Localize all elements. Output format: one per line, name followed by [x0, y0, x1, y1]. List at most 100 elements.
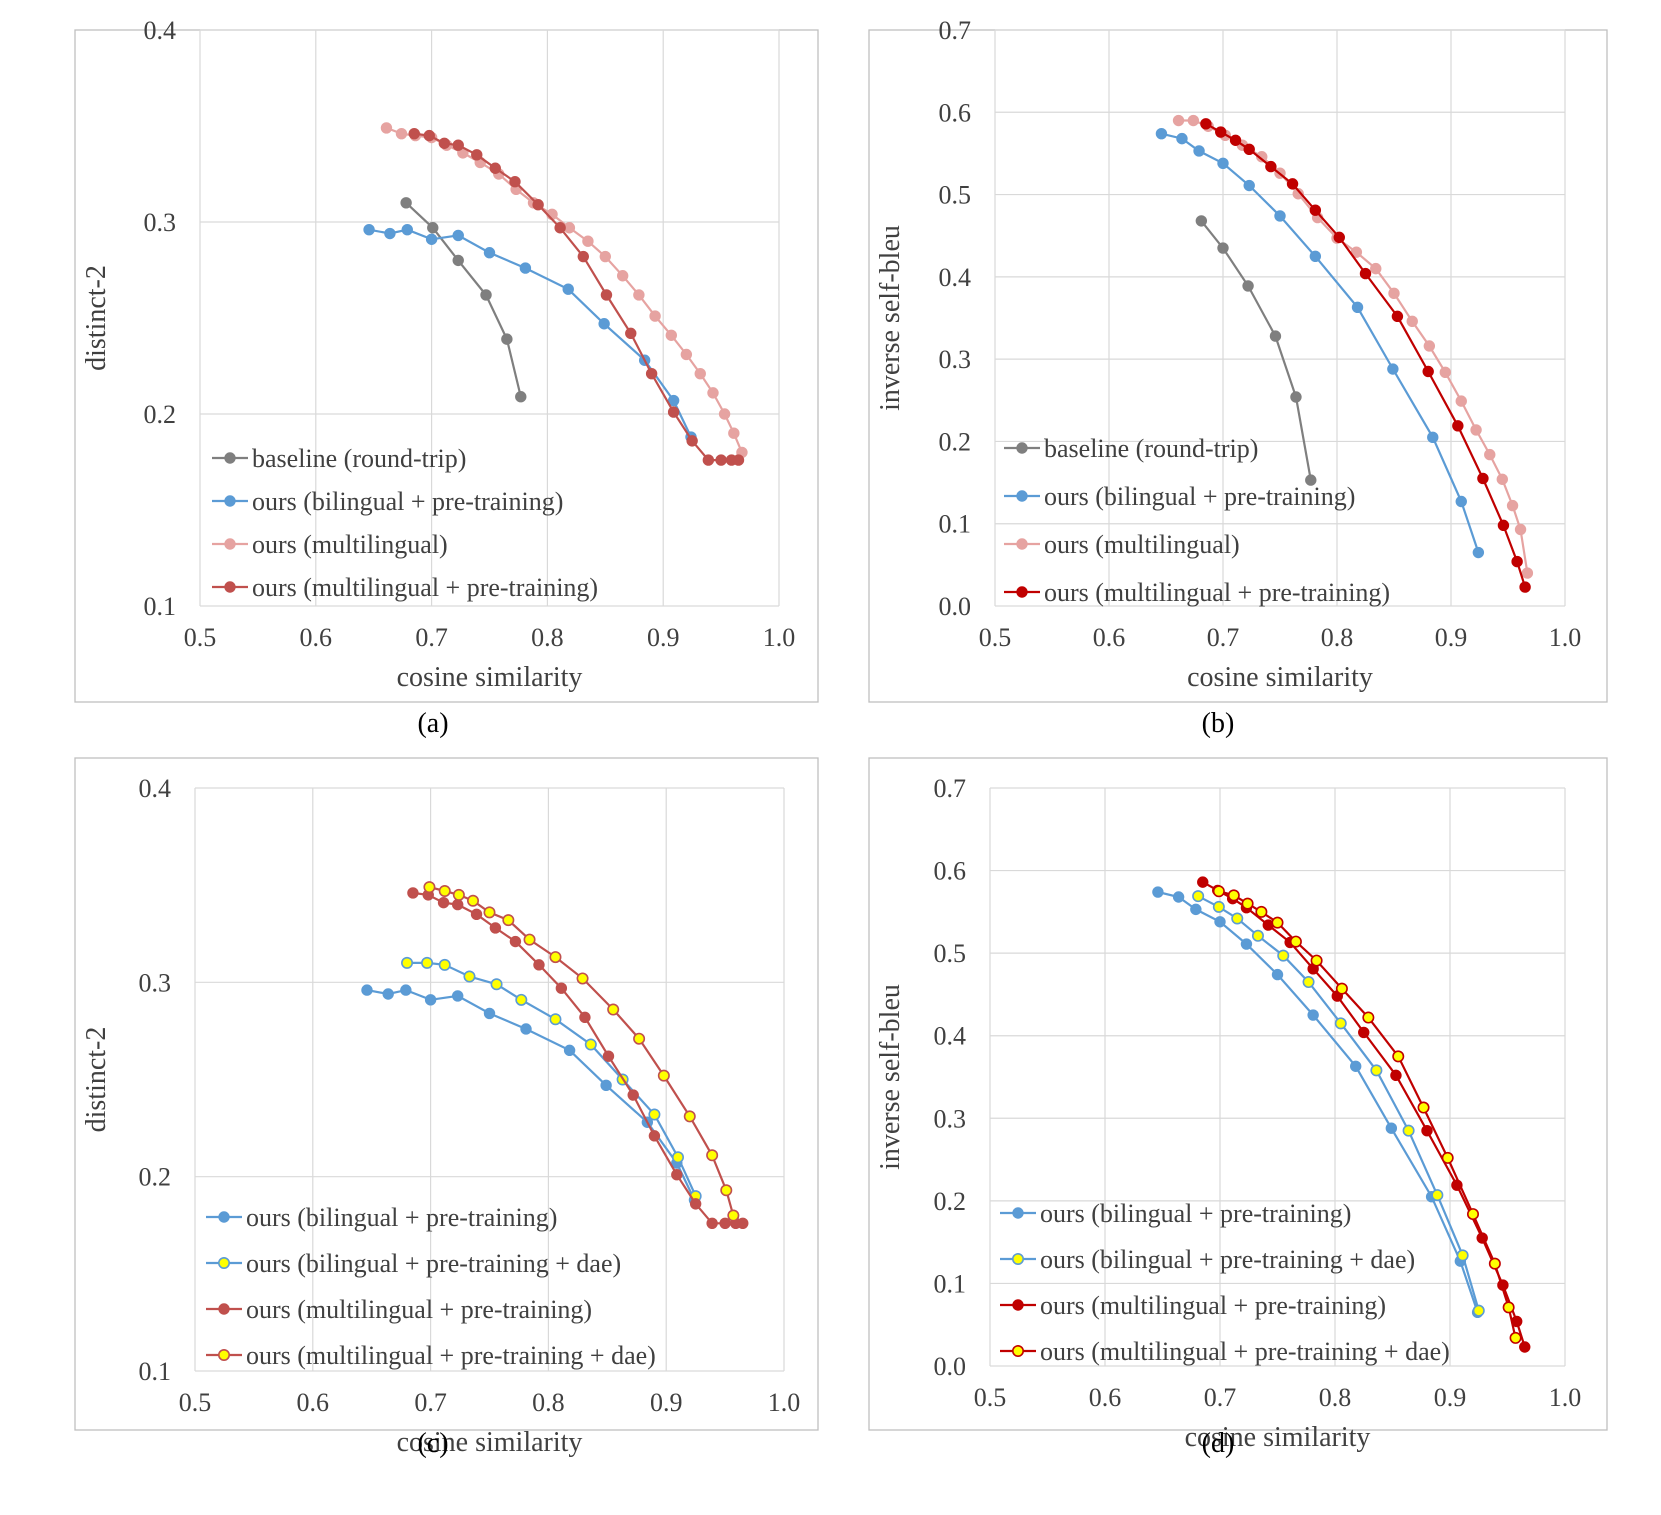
chart-frame [74, 757, 819, 1431]
data-point [489, 922, 502, 934]
x-axis-label: cosine similarity [397, 662, 583, 693]
series-line [1200, 220, 1312, 481]
data-point [694, 367, 706, 380]
data-point [1217, 242, 1229, 254]
data-point [1195, 215, 1208, 227]
y-tick-label: 0.4 [939, 263, 972, 292]
data-point [706, 1217, 718, 1230]
data-point [1391, 310, 1404, 323]
data-point [1370, 1064, 1383, 1077]
legend-swatch-marker [218, 1349, 231, 1362]
data-point [1350, 1060, 1362, 1072]
data-point [702, 454, 715, 466]
legend-swatch-marker [224, 452, 236, 464]
x-axis-label: cosine similarity [397, 1427, 583, 1458]
data-point [577, 250, 589, 263]
legend-label: baseline (round-trip) [252, 444, 466, 473]
data-point [1271, 916, 1284, 929]
data-point [451, 898, 464, 911]
data-point [600, 1079, 612, 1092]
data-point [1514, 523, 1527, 536]
data-point [1422, 365, 1434, 378]
legend-label: ours (bilingual + pre-training) [252, 487, 563, 516]
y-tick-label: 0.2 [139, 1163, 172, 1192]
data-point [532, 199, 544, 211]
data-point [1351, 301, 1364, 314]
legend-swatch-marker [1012, 1207, 1024, 1219]
y-tick-label: 0.3 [934, 1104, 967, 1133]
data-point [483, 1007, 496, 1020]
x-tick-label: 0.6 [1093, 623, 1126, 652]
chart-panel-b: 0.5 0.6 0.7 0.8 0.9 1.0 0.0 0.1 0.2 0.3 0.4 0.5 0.6 0… [868, 16, 1608, 739]
data-point [683, 1110, 696, 1123]
data-point [599, 250, 611, 263]
legend-swatch-marker [1011, 1253, 1024, 1266]
legend-swatch-marker [1016, 538, 1028, 550]
legend-label: ours (bilingual + pre-training) [1044, 482, 1355, 511]
y-tick-label: 0.3 [144, 208, 177, 237]
legend-swatch-marker [218, 1211, 230, 1223]
data-point [463, 970, 476, 983]
x-tick-label: 0.9 [1434, 1383, 1467, 1412]
chart-frame [868, 757, 1608, 1431]
data-point [1488, 1257, 1501, 1270]
data-point [1452, 420, 1464, 432]
data-point [1187, 114, 1200, 127]
data-point [509, 175, 521, 188]
data-point [582, 235, 594, 247]
data-point [519, 262, 532, 274]
legend-swatch-marker [1016, 442, 1028, 454]
data-point [1193, 145, 1205, 157]
data-point [1274, 210, 1286, 222]
data-point [625, 327, 637, 340]
legend-swatch-marker [1011, 1345, 1024, 1358]
data-point [401, 223, 413, 236]
data-point [1269, 330, 1282, 342]
data-point [648, 1108, 661, 1121]
data-point [689, 1198, 702, 1210]
data-point [1334, 1017, 1347, 1030]
data-point [1470, 424, 1482, 436]
data-point [401, 956, 414, 969]
data-point [515, 391, 527, 403]
data-point [579, 1011, 591, 1024]
data-point [1197, 876, 1209, 888]
y-tick-label: 0.1 [139, 1357, 172, 1386]
data-point [1406, 315, 1418, 327]
series-line [366, 988, 696, 1201]
series-1 [1195, 215, 1317, 486]
series-1 [361, 984, 701, 1206]
data-point [480, 289, 492, 301]
y-tick-label: 0.6 [934, 857, 967, 886]
y-tick-label: 0.5 [939, 181, 972, 210]
y-tick-label: 0.7 [934, 774, 967, 803]
y-tick-label: 0.2 [144, 400, 177, 429]
data-point [555, 982, 568, 994]
data-point [1214, 916, 1226, 928]
x-axis-label: cosine similarity [1187, 662, 1373, 693]
legend-swatch-marker [218, 1303, 230, 1315]
data-point [1472, 546, 1485, 559]
data-point [602, 1050, 615, 1062]
data-point [1439, 366, 1452, 379]
data-point [1243, 179, 1255, 192]
data-point [363, 223, 375, 236]
data-point [554, 222, 566, 234]
data-point [649, 310, 661, 322]
series-2 [363, 223, 697, 443]
data-point [1231, 912, 1244, 925]
data-point [1519, 1341, 1531, 1353]
data-point [1217, 157, 1229, 170]
data-point [1521, 567, 1534, 579]
data-point [600, 289, 613, 301]
data-point [1212, 885, 1225, 898]
data-point [515, 993, 528, 1006]
data-point [1477, 472, 1489, 485]
data-point [584, 1038, 597, 1051]
legend-label: ours (multilingual + pre-training + dae) [246, 1341, 656, 1370]
data-point [1271, 968, 1284, 981]
data-point [1392, 1050, 1405, 1063]
y-axis-label: inverse self-bleu [875, 225, 906, 411]
data-point [502, 914, 515, 927]
data-point [562, 283, 574, 295]
